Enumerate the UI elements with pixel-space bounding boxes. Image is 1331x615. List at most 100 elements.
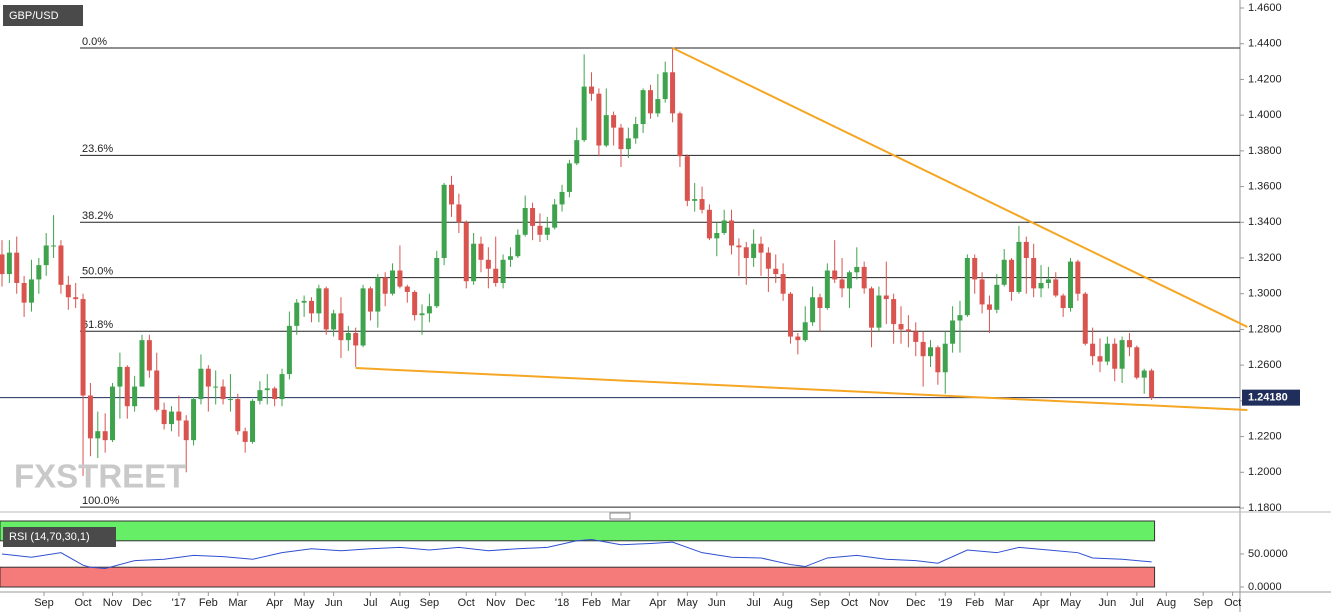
y-tick-label: 1.2800 bbox=[1248, 323, 1282, 335]
x-tick-label: Dec bbox=[132, 597, 152, 609]
candle-body bbox=[95, 431, 101, 439]
x-tick-label: Nov bbox=[869, 597, 889, 609]
rsi-panel: 50.0000 0.0000 bbox=[0, 520, 1288, 593]
x-tick-label: Sep bbox=[810, 597, 830, 609]
candle-body bbox=[419, 313, 425, 316]
x-tick-label: Oct bbox=[458, 597, 475, 609]
candle-body bbox=[294, 302, 300, 326]
candle-body bbox=[463, 222, 469, 282]
candle-body bbox=[950, 320, 956, 344]
resize-handle[interactable] bbox=[609, 512, 631, 520]
y-tick-label: 1.3400 bbox=[1248, 216, 1282, 228]
candle-body bbox=[65, 284, 71, 298]
candle-body bbox=[964, 258, 970, 316]
candle-body bbox=[500, 259, 506, 283]
x-tick-label: Mar bbox=[612, 597, 631, 609]
candle-body bbox=[869, 288, 875, 328]
x-tick-label: Dec bbox=[515, 597, 535, 609]
rsi-line bbox=[1, 538, 1152, 570]
candle-body bbox=[736, 245, 742, 248]
overbought-band bbox=[0, 520, 1156, 542]
candle-body bbox=[1009, 259, 1015, 292]
candle-body bbox=[250, 400, 256, 442]
candle-body bbox=[139, 340, 145, 387]
candle-body bbox=[87, 395, 93, 439]
candle-body bbox=[441, 184, 447, 258]
y-tick-label: 1.2000 bbox=[1248, 466, 1282, 478]
candle-body bbox=[154, 370, 160, 410]
candle-body bbox=[176, 411, 182, 421]
candle-body bbox=[603, 115, 609, 146]
candle-body bbox=[677, 113, 683, 157]
candle-body bbox=[493, 268, 499, 283]
candle-body bbox=[832, 270, 838, 280]
candle-body bbox=[338, 313, 344, 341]
candle-body bbox=[780, 274, 786, 294]
candle-body bbox=[272, 388, 278, 400]
candle-body bbox=[1126, 340, 1132, 348]
candle-body bbox=[205, 368, 211, 387]
candle-body bbox=[625, 138, 631, 150]
x-tick-label: Jul bbox=[363, 597, 377, 609]
candle-body bbox=[316, 288, 322, 314]
y-tick-label: 1.3800 bbox=[1248, 145, 1282, 157]
candle-body bbox=[589, 86, 595, 94]
fib-label: 100.0% bbox=[82, 495, 120, 507]
candle-body bbox=[227, 399, 233, 401]
rsi-y-tick-label: 50.0000 bbox=[1248, 548, 1288, 560]
y-tick-label: 1.1800 bbox=[1248, 502, 1282, 514]
x-tick-label: Aug bbox=[390, 597, 410, 609]
x-tick-label: Mar bbox=[228, 597, 247, 609]
candle-body bbox=[1090, 343, 1096, 357]
candle-body bbox=[235, 399, 241, 432]
x-tick-label: Aug bbox=[1157, 597, 1177, 609]
candle-body bbox=[404, 286, 410, 292]
candle-body bbox=[28, 279, 34, 303]
candle-body bbox=[765, 252, 771, 269]
candle-body bbox=[323, 288, 329, 330]
candle-body bbox=[471, 243, 477, 282]
rsi-y-tick-label: 0.0000 bbox=[1248, 581, 1282, 593]
candle-body bbox=[1097, 356, 1103, 362]
watermark: FXSTREET bbox=[14, 458, 186, 495]
candle-body bbox=[375, 277, 381, 312]
x-tick-label: Oct bbox=[74, 597, 91, 609]
candle-body bbox=[1119, 340, 1125, 369]
y-tick-label: 1.4200 bbox=[1248, 73, 1282, 85]
x-tick-label: Aug bbox=[773, 597, 793, 609]
y-tick-label: 1.3200 bbox=[1248, 252, 1282, 264]
candle-body bbox=[132, 386, 138, 407]
candle-body bbox=[14, 252, 20, 283]
candle-body bbox=[972, 258, 978, 280]
fib-label: 0.0% bbox=[82, 36, 107, 48]
candle-body bbox=[1149, 370, 1155, 398]
candle-body bbox=[684, 156, 690, 201]
fib-label: 38.2% bbox=[82, 210, 113, 222]
candle-body bbox=[1068, 261, 1074, 308]
candle-body bbox=[36, 265, 42, 280]
candle-body bbox=[367, 288, 373, 312]
candle-body bbox=[559, 191, 565, 205]
last-price-label: 1.24180 bbox=[1248, 392, 1288, 404]
candle-body bbox=[552, 204, 558, 228]
x-tick-label: Oct bbox=[1224, 597, 1241, 609]
candle-body bbox=[787, 293, 793, 337]
candle-body bbox=[898, 324, 904, 330]
candle-body bbox=[655, 99, 661, 114]
candle-body bbox=[507, 256, 513, 260]
candle-body bbox=[43, 245, 49, 266]
candle-body bbox=[426, 306, 432, 314]
x-tick-label: Nov bbox=[103, 597, 123, 609]
candle-body bbox=[279, 374, 285, 400]
candle-body bbox=[1112, 343, 1118, 369]
candle-body bbox=[802, 322, 808, 341]
candle-body bbox=[1134, 347, 1140, 378]
candle-body bbox=[213, 386, 219, 388]
candle-body bbox=[913, 331, 919, 342]
candle-body bbox=[544, 227, 550, 235]
x-tick-label: '18 bbox=[555, 597, 569, 609]
candle-body bbox=[758, 243, 764, 253]
candle-body bbox=[795, 336, 801, 341]
candle-body bbox=[662, 72, 668, 100]
candle-body bbox=[574, 140, 580, 164]
